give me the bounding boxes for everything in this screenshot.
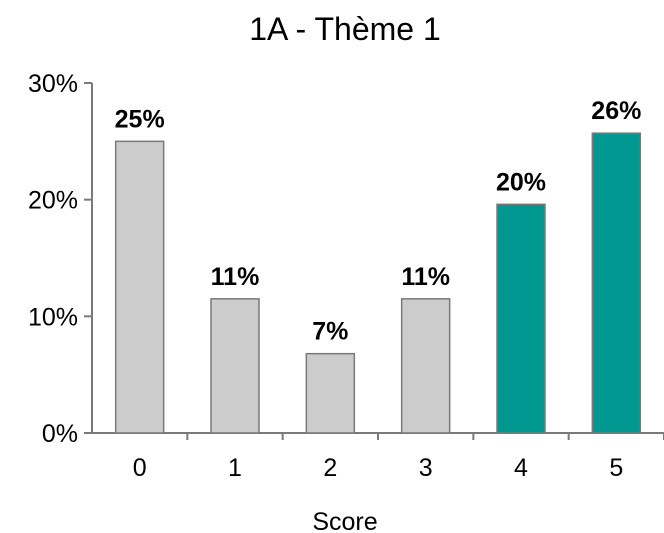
bar-0 [114,140,165,434]
data-label: 11% [401,263,450,291]
x-tick-label: 2 [323,454,337,482]
bar-1 [210,298,260,434]
bar-3 [400,298,451,434]
data-label: 20% [496,168,546,196]
data-label: 25% [115,105,165,133]
x-tick-label: 4 [514,454,528,482]
y-tick-label: 0% [42,420,78,448]
x-tick-label: 1 [228,454,242,482]
x-axis: 0 1 2 3 4 5 [92,432,664,482]
data-label: 11% [211,263,260,291]
y-tick-label: 20% [28,187,78,215]
bars [114,132,642,434]
bar-4 [496,203,546,434]
x-axis-label: Score [312,508,377,533]
x-tick-label: 3 [419,454,433,482]
x-tick-label: 0 [133,454,147,482]
x-tick-label: 5 [609,454,623,482]
data-labels: 25% 11% 7% 11% 20% 26% [115,97,642,346]
y-tick-label: 10% [28,303,78,331]
bar-5 [591,132,642,434]
y-axis: 0% 10% 20% 30% [28,70,93,448]
bar-2 [305,352,356,434]
data-label: 26% [591,97,641,125]
data-label: 7% [312,318,348,346]
chart-title: 1A - Thème 1 [249,11,441,47]
y-tick-label: 30% [28,70,78,98]
